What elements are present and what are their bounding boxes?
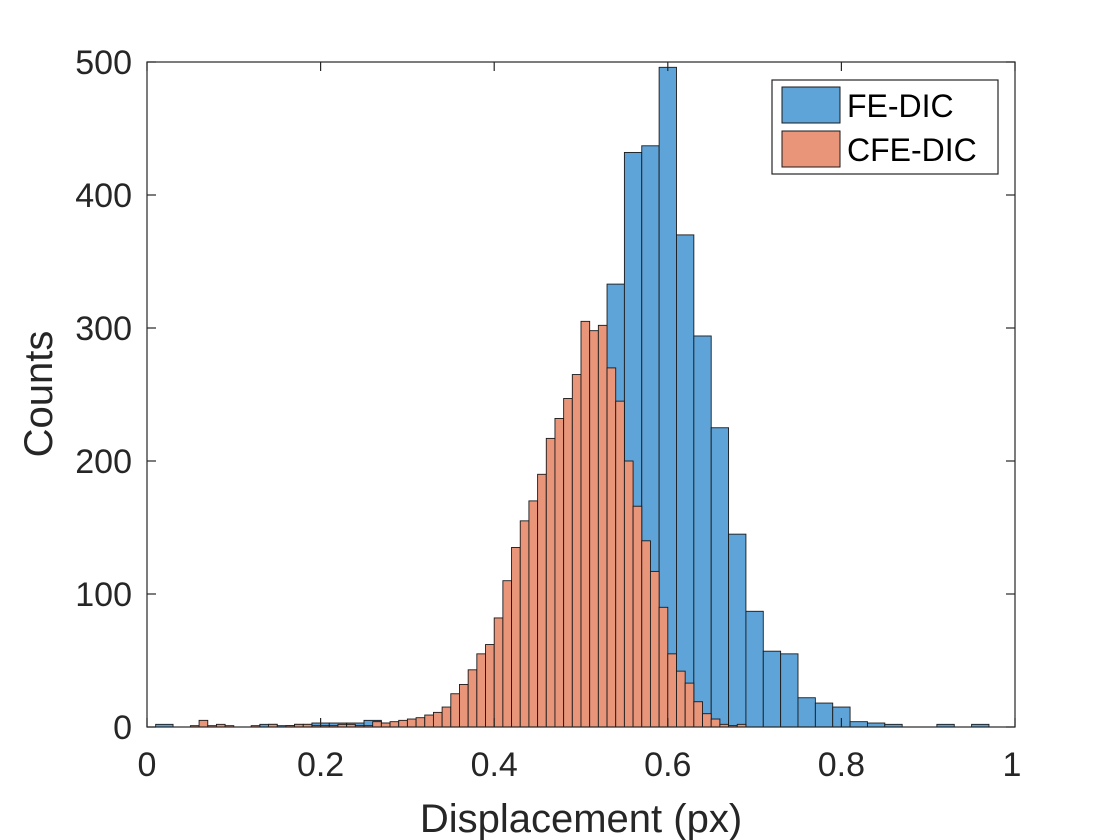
x-tick-labels: 0 0.2 0.4 0.6 0.8 1 bbox=[138, 746, 1022, 784]
x-tick-label: 0.6 bbox=[644, 746, 691, 784]
fe-dic-bar bbox=[728, 533, 747, 728]
plot-frame bbox=[146, 61, 1016, 728]
cfe-dic-bar bbox=[198, 719, 209, 728]
cfe-dic-bar bbox=[398, 719, 408, 728]
cfe-dic-bar bbox=[623, 460, 634, 728]
cfe-dic-bar bbox=[485, 644, 495, 728]
cfe-dic-bar bbox=[615, 400, 625, 728]
cfe-dic-bar bbox=[632, 505, 643, 728]
fe-dic-bar bbox=[693, 335, 712, 728]
x-tick-label: 0.2 bbox=[297, 746, 344, 784]
fe-dic-bar bbox=[710, 427, 730, 728]
cfe-dic-bar bbox=[589, 330, 599, 728]
cfe-dic-bar bbox=[493, 617, 504, 728]
cfe-dic-bar bbox=[415, 717, 426, 728]
x-tick-label: 0.8 bbox=[818, 746, 865, 784]
legend-label-fe-dic: FE-DIC bbox=[847, 88, 954, 124]
legend-swatch-cfe-dic bbox=[781, 130, 841, 168]
cfe-dic-bars bbox=[189, 320, 747, 728]
y-tick-label: 400 bbox=[75, 177, 132, 215]
fe-dic-bar bbox=[762, 650, 782, 728]
cfe-dic-bar bbox=[502, 580, 513, 728]
x-tick-label: 1 bbox=[1003, 746, 1022, 784]
cfe-dic-bar bbox=[554, 417, 565, 728]
cfe-dic-bar bbox=[459, 683, 469, 728]
y-tick-label: 100 bbox=[75, 576, 132, 614]
y-tick-label: 300 bbox=[75, 310, 132, 348]
cfe-dic-bar bbox=[606, 367, 617, 728]
cfe-dic-bar bbox=[441, 706, 452, 728]
cfe-dic-bar bbox=[432, 711, 443, 728]
axis-ticks bbox=[146, 61, 1016, 728]
cfe-dic-bar bbox=[658, 606, 669, 728]
cfe-dic-bar bbox=[406, 718, 417, 728]
cfe-dic-bar bbox=[702, 713, 712, 728]
y-axis-label: Counts bbox=[17, 331, 61, 458]
cfe-dic-bar bbox=[528, 500, 539, 728]
y-tick-label: 200 bbox=[75, 443, 132, 481]
y-tick-label: 0 bbox=[113, 709, 132, 747]
fe-dic-bar bbox=[676, 234, 695, 728]
x-tick-label: 0 bbox=[138, 746, 157, 784]
cfe-dic-bar bbox=[372, 721, 382, 728]
cfe-dic-bar bbox=[424, 714, 434, 728]
cfe-dic-bar bbox=[389, 721, 400, 728]
legend: FE-DIC CFE-DIC bbox=[771, 79, 999, 175]
y-tick-labels: 0 100 200 300 400 500 bbox=[75, 44, 132, 747]
cfe-dic-bar bbox=[667, 653, 677, 728]
cfe-dic-bar bbox=[537, 473, 547, 728]
fe-dic-bar bbox=[849, 721, 868, 728]
cfe-dic-bar bbox=[450, 693, 460, 728]
legend-label-cfe-dic: CFE-DIC bbox=[847, 132, 977, 168]
cfe-dic-bar bbox=[476, 653, 486, 728]
fe-dic-bar bbox=[797, 697, 816, 728]
y-tick-label: 500 bbox=[75, 44, 132, 82]
cfe-dic-bar bbox=[684, 682, 695, 728]
fe-dic-bar bbox=[745, 610, 764, 728]
cfe-dic-bar bbox=[467, 669, 478, 728]
x-axis-label: Displacement (px) bbox=[420, 797, 742, 840]
cfe-dic-bar bbox=[649, 570, 660, 728]
fe-dic-bar bbox=[814, 702, 834, 728]
legend-swatch-fe-dic bbox=[781, 86, 841, 124]
cfe-dic-bar bbox=[693, 701, 703, 728]
cfe-dic-bar bbox=[676, 670, 686, 728]
cfe-dic-bar bbox=[511, 547, 521, 728]
cfe-dic-bar bbox=[710, 718, 721, 728]
cfe-dic-bar bbox=[545, 437, 556, 728]
x-tick-label: 0.4 bbox=[471, 746, 518, 784]
cfe-dic-bar bbox=[571, 374, 582, 728]
cfe-dic-bar bbox=[563, 398, 573, 728]
cfe-dic-bar bbox=[641, 540, 651, 728]
cfe-dic-bar bbox=[519, 520, 530, 728]
fe-dic-bar bbox=[780, 653, 799, 728]
cfe-dic-bar bbox=[597, 324, 608, 728]
cfe-dic-bar bbox=[580, 320, 591, 728]
